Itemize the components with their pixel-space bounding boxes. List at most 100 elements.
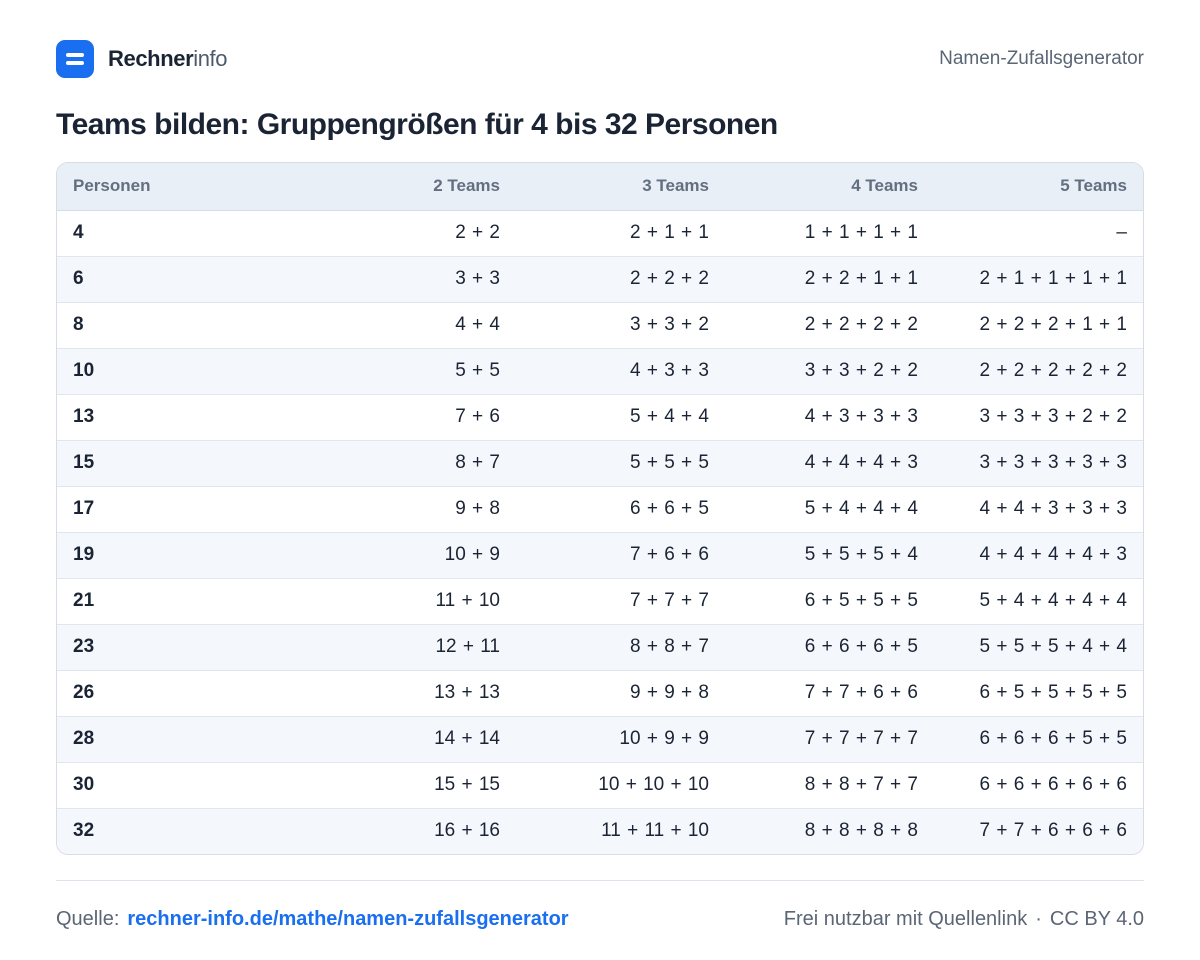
nav-link-namen-zufallsgenerator[interactable]: Namen-Zufallsgenerator [939,48,1144,69]
license-text: Frei nutzbar mit Quellenlink [783,908,1028,930]
group-split-cell: 15 + 15 [307,761,516,808]
license-name: CC BY 4.0 [1049,908,1144,930]
column-header-4-teams: 4 Teams [725,163,934,211]
group-split-cell: 16 + 16 [307,807,516,854]
group-split-cell: 11 + 10 [307,577,516,624]
group-split-cell: 5 + 4 + 4 + 4 [725,485,934,532]
brand-logo[interactable]: Rechnerinfo [56,40,228,78]
group-split-cell: 5 + 5 + 5 + 4 [725,531,934,578]
brand-name-strong: Rechner [108,46,194,71]
group-split-cell: 5 + 5 + 5 + 4 + 4 [934,623,1143,670]
persons-cell: 15 [57,439,307,486]
group-split-cell: 2 + 1 + 1 [629,222,709,243]
group-split-cell: 8 + 7 [307,439,516,486]
group-split-cell: 5 + 4 + 4 [516,393,725,440]
team-size-table: Personen 2 Teams 3 Teams 4 Teams 5 Teams 4 2 … [57,163,1143,854]
group-split-cell: 13 + 13 [307,669,516,716]
group-split-cell: 9 + 8 [307,485,516,532]
group-split-cell: 8 + 8 + 7 [516,623,725,670]
group-split-cell: 6 + 6 + 5 [516,485,725,532]
group-split-cell: 9 + 9 + 8 [516,669,725,716]
group-split-cell: 2 + 2 + 2 + 2 [725,301,934,348]
group-split-cell: 4 + 4 + 4 + 3 [725,439,934,486]
group-split-cell: 7 + 6 + 6 [516,531,725,578]
persons-cell: 21 [57,577,307,624]
group-split-cell: 3 + 3 + 2 + 2 [725,347,934,394]
group-split-cell: 6 + 6 + 6 + 5 + 5 [934,715,1143,762]
persons-cell: 30 [57,761,307,808]
group-split-cell: 3 + 3 + 2 [516,301,725,348]
group-split-cell: 5 + 4 + 4 + 4 + 4 [934,577,1143,624]
group-split-cell: 10 + 10 + 10 [516,761,725,808]
group-split-cell: 3 + 3 [307,255,516,302]
table-header: Personen 2 Teams 3 Teams 4 Teams 5 Teams [57,163,1143,211]
group-split-cell: 3 + 3 + 3 + 3 + 3 [934,439,1143,486]
column-header-2-teams: 2 Teams [307,163,516,211]
group-split-cell: 7 + 7 + 6 + 6 [725,669,934,716]
group-split-cell: 5 + 5 [307,347,516,394]
persons-cell: 8 [57,301,307,348]
persons-cell: 6 [57,255,307,302]
table-header-row: Personen 2 Teams 3 Teams 4 Teams 5 Teams [57,163,1143,211]
group-split-cell: 3 + 3 + 3 + 2 + 2 [934,393,1143,440]
group-split-cell: 4 + 4 + 3 + 3 + 3 [934,485,1143,532]
group-split-cell: 8 + 8 + 7 + 7 [725,761,934,808]
page-title: Teams bilden: Gruppengrößen für 4 bis 32… [56,108,778,141]
column-header-3-teams: 3 Teams [516,163,725,211]
group-split-cell: 6 + 5 + 5 + 5 [725,577,934,624]
group-split-cell: 1 + 1 + 1 + 1 [804,222,918,243]
table-body: 4 2 + 2 2 + 1 + 1 1 + 1 + 1 + 1 – 6 3 + 3 2 + 2… [57,210,1143,854]
group-split-cell: 4 + 4 + 4 + 4 + 3 [934,531,1143,578]
group-split-cell: 12 + 11 [307,623,516,670]
source-link[interactable]: rechner-info.de/mathe/namen-zufallsgener… [127,908,569,930]
brand-name: Rechnerinfo [108,40,228,78]
footer-license: Frei nutzbar mit Quellenlink · CC BY 4.0 [784,905,1144,933]
column-header-5-teams: 5 Teams [934,163,1143,211]
logo-icon [56,40,94,78]
column-header-persons: Personen [57,163,307,211]
group-split-cell: 7 + 7 + 7 [516,577,725,624]
group-split-cell: 2 + 2 + 1 + 1 [725,255,934,302]
persons-cell: 23 [57,623,307,670]
separator-dot: · [1035,908,1042,930]
persons-cell: 17 [57,485,307,532]
group-split-cell: 8 + 8 + 8 + 8 [725,807,934,854]
group-split-cell: 7 + 7 + 6 + 6 + 6 [934,807,1143,854]
group-split-cell: 2 + 2 [455,222,500,243]
group-split-cell: 2 + 1 + 1 + 1 + 1 [934,255,1143,302]
group-split-cell: 4 + 3 + 3 [516,347,725,394]
group-split-cell: 14 + 14 [307,715,516,762]
group-split-cell: 10 + 9 + 9 [516,715,725,762]
footer-source: Quelle: rechner-info.de/mathe/namen-zufal… [56,905,569,933]
group-split-cell: 10 + 9 [307,531,516,578]
group-split-cell: 7 + 6 [307,393,516,440]
group-split-cell: 6 + 6 + 6 + 5 [725,623,934,670]
group-split-cell: 6 + 6 + 6 + 6 + 6 [934,761,1143,808]
persons-cell: 28 [57,715,307,762]
group-split-cell: 4 + 4 [307,301,516,348]
persons-cell: 19 [57,531,307,578]
group-split-cell: – [1116,222,1127,243]
persons-cell: 4 [73,222,84,243]
persons-cell: 32 [57,807,307,854]
group-split-cell: 7 + 7 + 7 + 7 [725,715,934,762]
group-split-cell: 6 + 5 + 5 + 5 + 5 [934,669,1143,716]
source-label: Quelle: [56,908,120,930]
group-split-cell: 4 + 3 + 3 + 3 [725,393,934,440]
group-split-cell: 2 + 2 + 2 + 2 + 2 [934,347,1143,394]
team-size-table-container: Personen 2 Teams 3 Teams 4 Teams 5 Teams 4 2 … [56,162,1144,855]
brand-name-light: info [193,46,228,71]
